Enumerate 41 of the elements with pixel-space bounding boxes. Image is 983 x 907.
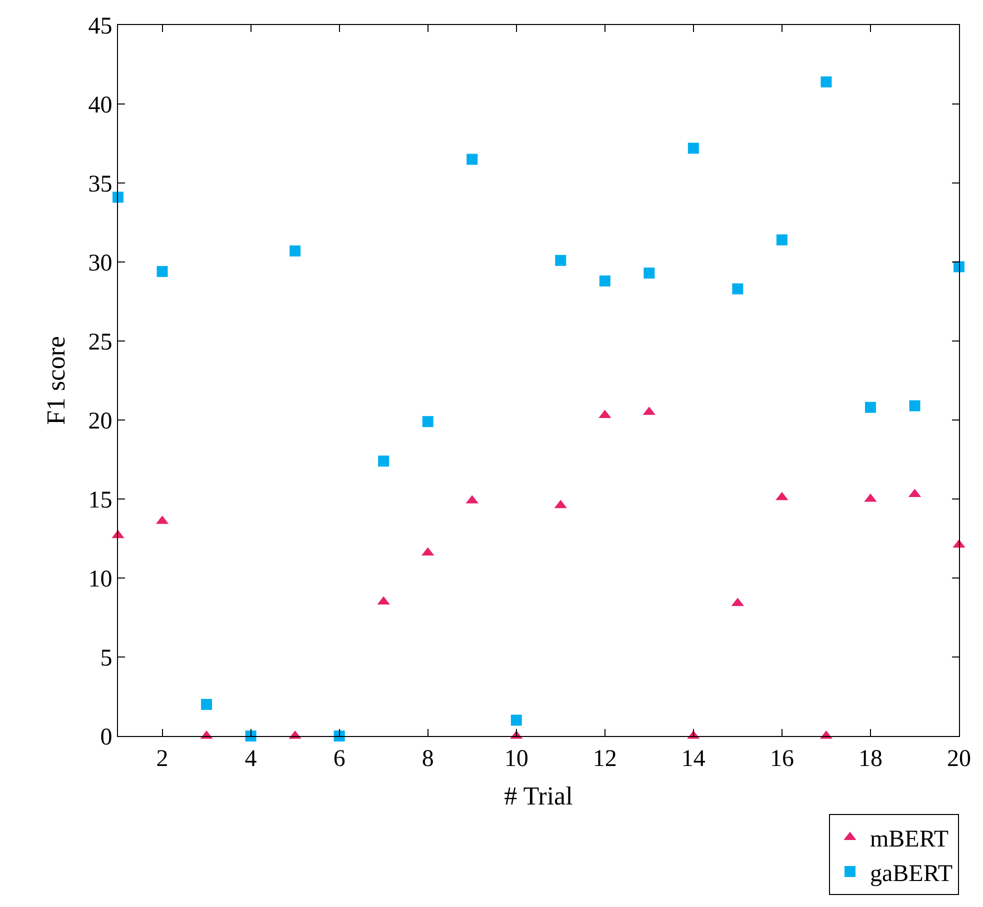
- point: [732, 283, 744, 294]
- point: [112, 192, 124, 203]
- point: [820, 76, 832, 88]
- y-tick-label: 5: [100, 645, 112, 672]
- x-tick-label: 18: [858, 746, 882, 772]
- y-tick-label: 45: [88, 13, 112, 40]
- x-tick-label: 8: [422, 746, 434, 772]
- x-tick-label: 20: [947, 746, 971, 772]
- y-tick-label: 15: [88, 487, 112, 514]
- y-tick-label: 30: [88, 250, 112, 276]
- x-tick-label: 14: [681, 746, 706, 772]
- point: [688, 142, 699, 154]
- point: [378, 456, 390, 467]
- x-tick-label: 16: [770, 746, 794, 772]
- y-tick-label: 0: [100, 724, 112, 750]
- y-axis-title: F1 score: [42, 336, 71, 425]
- y-tick-label: 20: [88, 408, 112, 434]
- legend-label: gaBERT: [870, 860, 953, 887]
- x-tick-label: 12: [592, 746, 617, 772]
- point: [422, 416, 434, 428]
- point: [864, 402, 876, 413]
- point: [909, 400, 920, 412]
- point: [466, 154, 478, 165]
- x-tick-label: 10: [504, 746, 528, 772]
- y-tick-label: 10: [88, 566, 112, 592]
- x-axis-title: # Trial: [504, 782, 573, 810]
- point: [555, 254, 566, 266]
- legend-label: mBERT: [870, 826, 949, 853]
- point: [201, 698, 212, 710]
- point: [290, 245, 301, 256]
- point: [599, 275, 610, 286]
- y-tick-label: 25: [88, 329, 112, 356]
- y-tick-label: 40: [88, 92, 112, 118]
- point: [156, 266, 168, 277]
- point: [510, 714, 522, 726]
- x-tick-label: 6: [333, 746, 346, 772]
- point: [776, 234, 788, 246]
- point: [644, 268, 655, 279]
- y-tick-label: 35: [88, 171, 112, 198]
- x-tick-label: 4: [244, 746, 257, 772]
- x-tick-label: 2: [156, 746, 168, 772]
